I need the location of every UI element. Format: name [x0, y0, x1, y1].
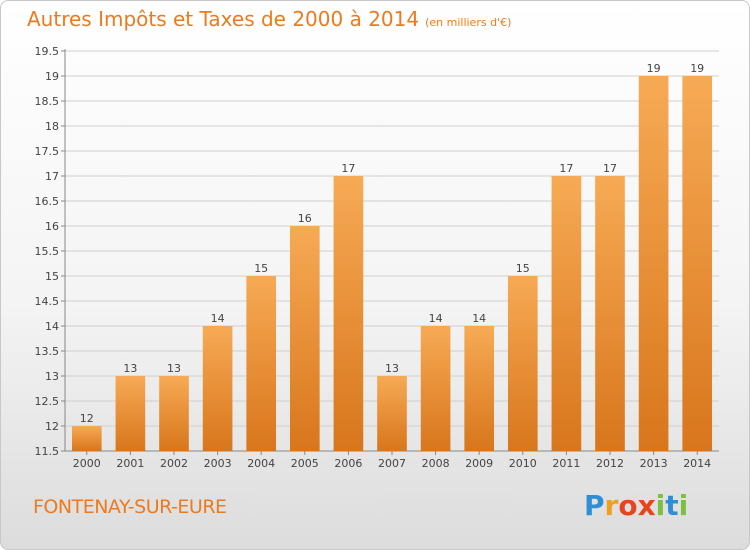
- bar-value-label: 13: [167, 362, 181, 375]
- bar-value-label: 15: [516, 262, 530, 275]
- x-tick-label: 2003: [204, 457, 232, 470]
- chart-title: Autres Impôts et Taxes de 2000 à 2014 (en…: [27, 7, 511, 31]
- x-tick-label: 2006: [334, 457, 362, 470]
- bar-2006: [333, 176, 364, 451]
- chart-title-text: Autres Impôts et Taxes de 2000 à 2014: [27, 7, 420, 31]
- bar-2002: [159, 376, 189, 451]
- y-tick-label: 15.5: [35, 245, 60, 258]
- bar-2000: [71, 426, 102, 451]
- bar-value-label: 14: [211, 312, 225, 325]
- y-tick-label: 13: [45, 370, 59, 383]
- logo-letter: x: [637, 489, 656, 522]
- bar-2008: [420, 326, 451, 451]
- bar-value-label: 13: [123, 362, 137, 375]
- x-tick-label: 2007: [378, 457, 406, 470]
- x-tick-label: 2012: [596, 457, 624, 470]
- y-tick-label: 11.5: [35, 445, 60, 458]
- y-tick-label: 15: [45, 270, 59, 283]
- x-tick-label: 2009: [465, 457, 493, 470]
- y-tick-label: 16.5: [35, 195, 60, 208]
- bar-value-label: 17: [559, 162, 573, 175]
- y-tick-label: 19.5: [35, 45, 60, 58]
- logo-letter: P: [584, 489, 605, 522]
- y-tick-label: 18.5: [35, 95, 60, 108]
- bar-2003: [202, 326, 233, 451]
- x-tick-label: 2001: [116, 457, 144, 470]
- bar-value-label: 12: [80, 412, 94, 425]
- x-tick-label: 2014: [683, 457, 711, 470]
- y-tick-label: 14: [45, 320, 59, 333]
- x-tick-label: 2013: [640, 457, 668, 470]
- bar-value-label: 14: [472, 312, 486, 325]
- y-tick-label: 17.5: [35, 145, 60, 158]
- y-tick-label: 13.5: [35, 345, 60, 358]
- y-tick-label: 19: [45, 70, 59, 83]
- bar-value-label: 19: [690, 62, 704, 75]
- bar-2014: [682, 76, 713, 451]
- x-tick-label: 2008: [422, 457, 450, 470]
- logo-letter: i: [678, 489, 689, 522]
- bar-value-label: 13: [385, 362, 399, 375]
- logo-letter: t: [665, 489, 679, 522]
- commune-name: FONTENAY-SUR-EURE: [33, 496, 227, 518]
- bar-2011: [551, 176, 582, 451]
- bar-value-label: 14: [429, 312, 443, 325]
- bar-value-label: 15: [254, 262, 268, 275]
- x-tick-label: 2002: [160, 457, 188, 470]
- bars: [71, 76, 713, 451]
- bar-2012: [595, 176, 625, 451]
- bar-2007: [377, 376, 407, 451]
- bar-value-label: 19: [647, 62, 661, 75]
- bar-2004: [246, 276, 277, 451]
- labels: 11.5 12 12.5 13 13.5 14 14.5 15 15.5 16 16.5 17 17.5…: [35, 45, 712, 470]
- logo-letter: o: [618, 489, 638, 522]
- y-tick-label: 14.5: [35, 295, 60, 308]
- bar-2013: [638, 76, 669, 451]
- logo-letter: r: [604, 489, 619, 522]
- bar-value-label: 16: [298, 212, 312, 225]
- y-tick-label: 12.5: [35, 395, 60, 408]
- x-tick-label: 2000: [73, 457, 101, 470]
- bar-2009: [464, 326, 495, 451]
- chart-unit: (en milliers d'€): [425, 16, 512, 29]
- proxiti-logo[interactable]: Proxiti: [584, 489, 688, 522]
- logo-letter: i: [655, 489, 666, 522]
- x-tick-label: 2004: [247, 457, 275, 470]
- bar-value-label: 17: [341, 162, 355, 175]
- x-tick-label: 2011: [552, 457, 580, 470]
- y-tick-label: 18: [45, 120, 59, 133]
- bar-2001: [115, 376, 146, 451]
- y-tick-label: 12: [45, 420, 59, 433]
- bar-2010: [507, 276, 538, 451]
- bar-2005: [289, 226, 320, 451]
- x-tick-label: 2005: [291, 457, 319, 470]
- y-tick-label: 16: [45, 220, 59, 233]
- y-tick-label: 17: [45, 170, 59, 183]
- bar-value-label: 17: [603, 162, 617, 175]
- x-tick-label: 2010: [509, 457, 537, 470]
